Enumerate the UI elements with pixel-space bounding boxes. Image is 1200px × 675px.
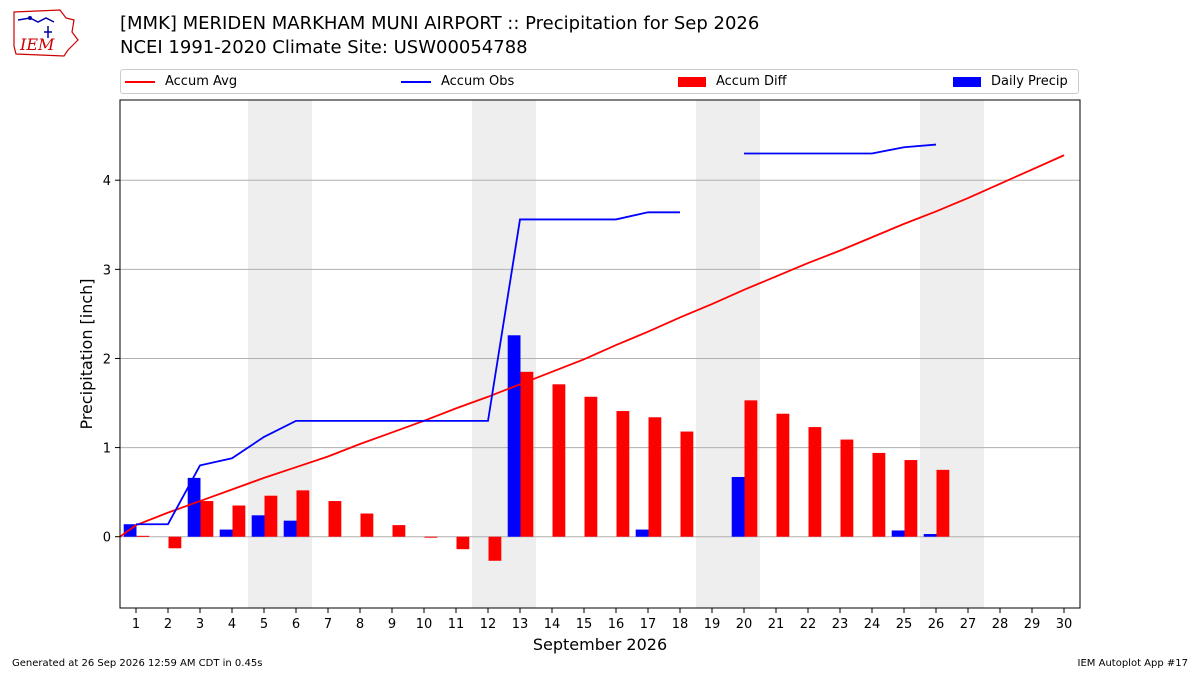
legend-accum-avg-label: Accum Avg bbox=[165, 74, 238, 89]
x-tick-label: 24 bbox=[864, 617, 881, 632]
accum-diff-bar bbox=[264, 495, 278, 537]
x-tick-label: 29 bbox=[1024, 617, 1041, 632]
accum-diff-bar bbox=[776, 413, 790, 537]
x-tick-label: 16 bbox=[608, 617, 625, 632]
accum-diff-bar bbox=[808, 427, 822, 537]
x-tick-label: 6 bbox=[292, 617, 300, 632]
legend-accum-avg: Accum Avg bbox=[125, 70, 237, 93]
accum-diff-bar bbox=[296, 490, 310, 537]
accum-diff-bar bbox=[136, 535, 150, 537]
x-tick-label: 3 bbox=[196, 617, 204, 632]
y-tick-label: 0 bbox=[103, 531, 111, 546]
accum-diff-bar bbox=[392, 525, 406, 537]
daily-precip-bar bbox=[923, 534, 937, 537]
accum-diff-bar bbox=[616, 411, 630, 537]
x-tick-label: 2 bbox=[164, 617, 172, 632]
accum-diff-bar bbox=[584, 396, 598, 537]
y-tick-label: 1 bbox=[103, 442, 111, 457]
x-tick-label: 12 bbox=[480, 617, 497, 632]
plot-frame bbox=[119, 99, 1081, 609]
legend-accum-obs-label: Accum Obs bbox=[441, 74, 515, 89]
accum-diff-bar bbox=[232, 505, 246, 537]
weekend-shade bbox=[920, 100, 984, 608]
x-tick-label: 19 bbox=[704, 617, 721, 632]
chart-legend: Accum Avg Accum Obs Accum Diff Daily Pre… bbox=[120, 69, 1079, 94]
chart-subtitle: NCEI 1991-2020 Climate Site: USW00054788 bbox=[120, 37, 528, 58]
accum-diff-bar bbox=[328, 501, 342, 537]
daily-precip-bar bbox=[219, 529, 233, 537]
logo-text: IEM bbox=[19, 35, 55, 54]
x-tick-label: 1 bbox=[132, 617, 140, 632]
x-tick-label: 13 bbox=[512, 617, 529, 632]
accum-avg-line bbox=[119, 154, 1065, 538]
x-tick-label: 20 bbox=[736, 617, 753, 632]
accum-diff-bar bbox=[424, 536, 438, 538]
y-tick-label: 3 bbox=[103, 263, 111, 278]
x-tick-label: 23 bbox=[832, 617, 849, 632]
accum-diff-bar bbox=[456, 536, 470, 550]
accum-diff-bar bbox=[680, 431, 694, 537]
x-tick-label: 8 bbox=[356, 617, 364, 632]
legend-accum-diff-label: Accum Diff bbox=[716, 74, 787, 89]
y-tick-label: 4 bbox=[103, 174, 111, 189]
accum-obs-line bbox=[744, 143, 937, 155]
x-tick-label: 10 bbox=[416, 617, 433, 632]
legend-daily-precip-swatch bbox=[953, 76, 981, 87]
daily-precip-bar bbox=[891, 530, 905, 537]
x-tick-label: 22 bbox=[800, 617, 817, 632]
accum-diff-bar bbox=[840, 439, 854, 537]
x-tick-label: 18 bbox=[672, 617, 689, 632]
x-tick-label: 30 bbox=[1056, 617, 1073, 632]
legend-accum-diff-swatch bbox=[678, 76, 706, 87]
legend-daily-precip-label: Daily Precip bbox=[991, 74, 1068, 89]
daily-precip-bar bbox=[507, 335, 521, 537]
x-tick-label: 26 bbox=[928, 617, 945, 632]
daily-precip-bar bbox=[635, 529, 649, 537]
daily-precip-bar bbox=[251, 515, 265, 537]
footer-app: IEM Autoplot App #17 bbox=[1077, 658, 1188, 669]
accum-diff-bar bbox=[552, 384, 566, 537]
daily-precip-bar bbox=[187, 477, 201, 537]
daily-precip-bar bbox=[731, 476, 745, 537]
accum-obs-line bbox=[136, 211, 680, 526]
y-tick-label: 2 bbox=[103, 352, 111, 367]
legend-accum-diff: Accum Diff bbox=[678, 70, 787, 93]
accum-diff-bar bbox=[488, 536, 502, 561]
daily-precip-bar bbox=[283, 520, 297, 537]
accum-diff-bar bbox=[200, 501, 214, 537]
footer-generated: Generated at 26 Sep 2026 12:59 AM CDT in… bbox=[12, 658, 263, 669]
iem-logo: IEM bbox=[13, 9, 79, 57]
y-axis-label: Precipitation [inch] bbox=[77, 278, 96, 429]
legend-accum-obs-swatch bbox=[401, 80, 431, 83]
x-axis-label: September 2026 bbox=[533, 635, 667, 654]
legend-accum-avg-swatch bbox=[125, 80, 155, 83]
x-tick-label: 9 bbox=[388, 617, 396, 632]
x-tick-label: 5 bbox=[260, 617, 268, 632]
accum-diff-bar bbox=[904, 460, 918, 537]
x-tick-label: 15 bbox=[576, 617, 593, 632]
x-tick-label: 14 bbox=[544, 617, 561, 632]
chart-title: [MMK] MERIDEN MARKHAM MUNI AIRPORT :: Pr… bbox=[120, 13, 760, 34]
accum-diff-bar bbox=[936, 469, 950, 537]
x-tick-label: 17 bbox=[640, 617, 657, 632]
accum-diff-bar bbox=[360, 513, 374, 537]
accum-diff-bar bbox=[520, 371, 534, 537]
x-tick-label: 11 bbox=[448, 617, 465, 632]
x-tick-label: 25 bbox=[896, 617, 913, 632]
x-tick-label: 4 bbox=[228, 617, 236, 632]
legend-accum-obs: Accum Obs bbox=[401, 70, 514, 93]
x-tick-label: 28 bbox=[992, 617, 1009, 632]
legend-daily-precip: Daily Precip bbox=[953, 70, 1068, 93]
accum-diff-bar bbox=[168, 536, 182, 549]
accum-diff-bar bbox=[648, 417, 662, 537]
accum-diff-bar bbox=[744, 400, 758, 537]
x-tick-label: 27 bbox=[960, 617, 977, 632]
x-tick-label: 21 bbox=[768, 617, 785, 632]
accum-diff-bar bbox=[872, 452, 886, 537]
x-tick-label: 7 bbox=[324, 617, 332, 632]
